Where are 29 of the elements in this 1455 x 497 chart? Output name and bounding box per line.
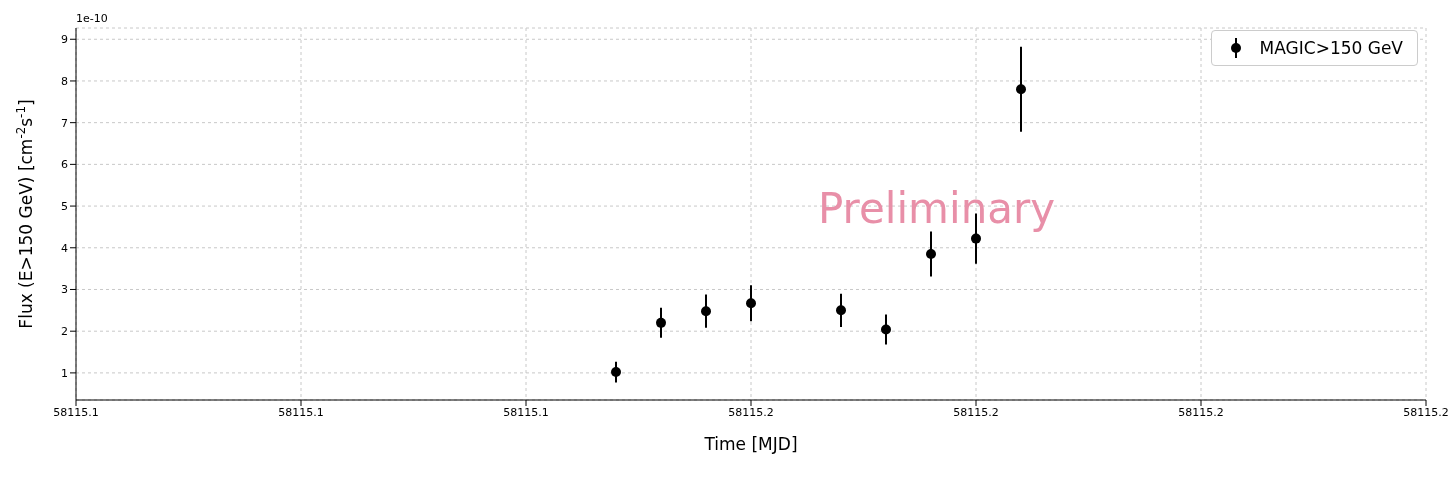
text: 1e-10 [76,12,108,25]
x-tick-label: 58115.1 [53,405,99,419]
point [926,249,936,260]
point [701,306,711,317]
y-tick-label: 8 [61,74,68,88]
y-tick-label: 6 [61,158,68,172]
x-axis-title: Time [MJD] [703,434,798,454]
y-tick-label: 9 [61,33,68,47]
point [656,317,666,328]
point [836,305,846,316]
x-tick-label: 58115.2 [728,405,774,419]
x-tick-label: 58115.2 [953,405,999,419]
y-tick-label: 5 [61,199,68,213]
y-tick-label: 3 [61,283,68,297]
point [881,324,891,335]
point [1016,84,1026,95]
legend-label: MAGIC>150 GeV [1259,38,1403,58]
x-tick-label: 58115.1 [503,405,549,419]
x-tick-label: 58115.2 [1178,405,1224,419]
y-tick-label: 7 [61,116,68,130]
x-tick-label: 58115.1 [278,405,324,419]
point [611,367,621,378]
y-tick-label: 4 [61,241,68,255]
annotation: Preliminary [818,184,1056,233]
point [971,233,981,244]
y-tick-label: 1 [61,366,68,380]
x-tick-label: 58115.2 [1403,405,1449,419]
point [746,298,756,309]
y-tick-label: 2 [61,325,68,339]
